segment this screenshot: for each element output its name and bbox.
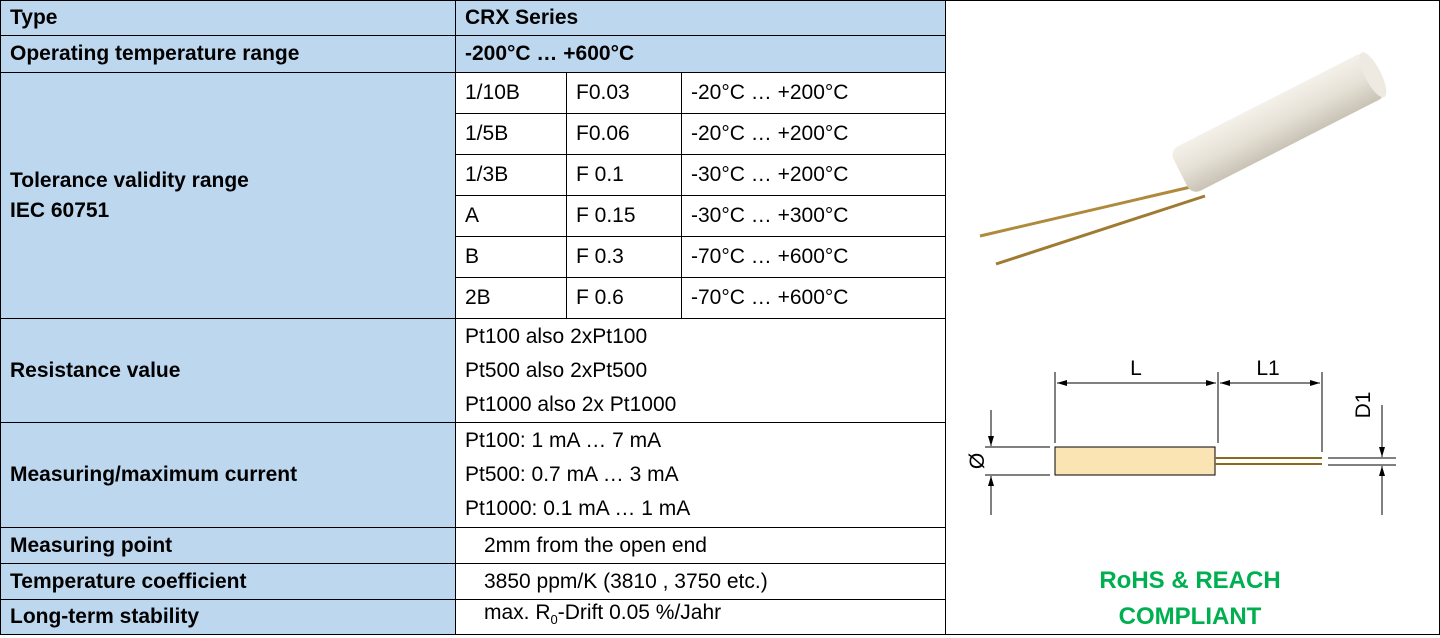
dimension-drawing — [985, 372, 1396, 515]
compliance-text: COMPLIANT — [1119, 603, 1262, 630]
dimension-label: L1 — [1256, 357, 1279, 380]
drawing: L L1 D1 Ø RoHS & REACH COMPLIANT — [0, 0, 1440, 635]
compliance-text: RoHS & REACH — [1099, 567, 1280, 594]
page: Type CRX Series Operating temperature ra… — [0, 0, 1440, 635]
sensor-photo — [980, 49, 1391, 264]
dimension-label: Ø — [966, 453, 989, 469]
dimension-label: D1 — [1352, 392, 1375, 419]
dimension-label: L — [1130, 357, 1142, 380]
